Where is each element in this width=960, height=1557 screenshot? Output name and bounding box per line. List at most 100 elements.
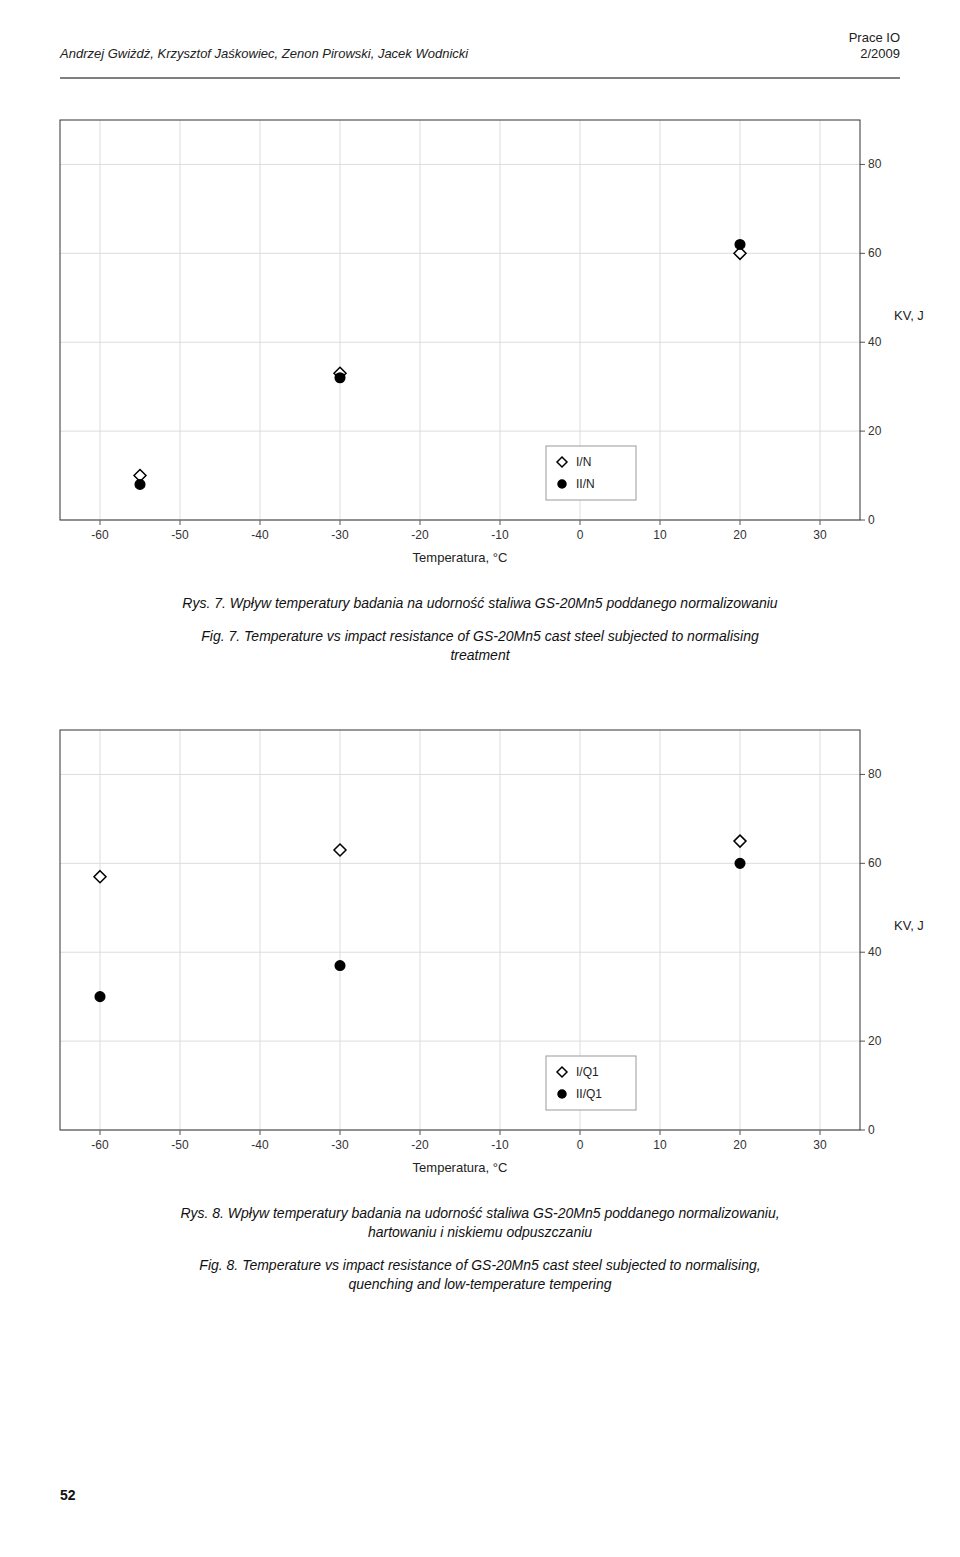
legend-label: II/N	[576, 477, 595, 491]
tick-label: 60	[868, 856, 882, 870]
point	[94, 871, 106, 883]
tick-label: 0	[577, 1138, 584, 1152]
grid-line	[420, 730, 421, 1130]
grid-line	[180, 730, 181, 1130]
tick-mark	[740, 1130, 741, 1135]
point	[735, 859, 745, 869]
tick-mark	[860, 164, 865, 165]
legend-box	[546, 1056, 636, 1110]
tick-mark	[820, 1130, 821, 1135]
legend-marker	[557, 1067, 567, 1077]
tick-mark	[500, 520, 501, 525]
tick-mark	[860, 253, 865, 254]
y-axis-label: KV, J	[894, 918, 924, 933]
page-number: 52	[60, 1487, 76, 1503]
header-right: Prace IO2/2009	[849, 30, 900, 61]
x-axis-label: Temperatura, °C	[413, 1160, 508, 1175]
grid-line	[60, 774, 860, 775]
text-line: Fig. 8. Temperature vs impact resistance…	[199, 1257, 760, 1273]
grid-line	[660, 730, 661, 1130]
grid-line	[260, 120, 261, 520]
header-rule	[60, 78, 900, 79]
tick-mark	[340, 1130, 341, 1135]
grid-line	[340, 120, 341, 520]
tick-mark	[420, 1130, 421, 1135]
grid-line	[180, 120, 181, 520]
grid-line	[60, 431, 860, 432]
legend-marker	[558, 1090, 566, 1098]
tick-mark	[820, 520, 821, 525]
legend-label: I/Q1	[576, 1065, 599, 1079]
tick-label: 30	[813, 1138, 827, 1152]
caption-en: Fig. 7. Temperature vs impact resistance…	[201, 628, 759, 663]
points	[134, 240, 746, 490]
text-line: treatment	[450, 647, 510, 663]
tick-label: -20	[411, 1138, 429, 1152]
tick-label: -40	[251, 528, 269, 542]
tick-mark	[260, 520, 261, 525]
grid-line	[340, 730, 341, 1130]
grid-line	[820, 730, 821, 1130]
grid-line	[60, 1041, 860, 1042]
point	[335, 373, 345, 383]
point	[735, 240, 745, 250]
tick-mark	[100, 1130, 101, 1135]
text-line: Rys. 7. Wpływ temperatury badania na udo…	[182, 595, 778, 611]
grid-line	[740, 120, 741, 520]
tick-label: 80	[868, 767, 882, 781]
tick-mark	[660, 1130, 661, 1135]
point	[95, 992, 105, 1002]
tick-label: 20	[733, 528, 747, 542]
text-line: Prace IO	[849, 30, 900, 45]
tick-label: 60	[868, 246, 882, 260]
tick-label: 20	[733, 1138, 747, 1152]
tick-mark	[860, 431, 865, 432]
tick-mark	[860, 342, 865, 343]
grid-line	[420, 120, 421, 520]
header-left: Andrzej Gwiżdż, Krzysztof Jaśkowiec, Zen…	[59, 46, 469, 61]
text-line: Fig. 7. Temperature vs impact resistance…	[201, 628, 759, 644]
tick-mark	[180, 520, 181, 525]
grid-line	[500, 730, 501, 1130]
caption-en: Fig. 8. Temperature vs impact resistance…	[199, 1257, 760, 1292]
tick-label: 30	[813, 528, 827, 542]
tick-mark	[340, 520, 341, 525]
tick-label: 20	[868, 1034, 882, 1048]
legend-label: II/Q1	[576, 1087, 602, 1101]
plot-area	[60, 730, 860, 1130]
text-line: hartowaniu i niskiemu odpuszczaniu	[368, 1224, 592, 1240]
plot-area	[60, 120, 860, 520]
grid-line	[60, 342, 860, 343]
tick-mark	[100, 520, 101, 525]
grid-line	[500, 120, 501, 520]
tick-mark	[660, 520, 661, 525]
tick-label: 10	[653, 1138, 667, 1152]
tick-mark	[740, 520, 741, 525]
tick-mark	[500, 1130, 501, 1135]
point	[734, 835, 746, 847]
caption-pl: Rys. 8. Wpływ temperatury badania na udo…	[180, 1205, 779, 1240]
legend-box	[546, 446, 636, 500]
page: Andrzej Gwiżdż, Krzysztof Jaśkowiec, Zen…	[0, 0, 960, 1557]
tick-label: -20	[411, 528, 429, 542]
tick-mark	[860, 863, 865, 864]
tick-label: 20	[868, 424, 882, 438]
grid-line	[740, 730, 741, 1130]
tick-label: 0	[868, 513, 875, 527]
tick-mark	[860, 1041, 865, 1042]
text-line: 2/2009	[860, 46, 900, 61]
plot-frame	[60, 730, 860, 1130]
grid-line	[260, 730, 261, 1130]
point	[335, 961, 345, 971]
text-line: quenching and low-temperature tempering	[348, 1276, 611, 1292]
plot-frame	[60, 120, 860, 520]
grid-line	[60, 952, 860, 953]
tick-label: -50	[171, 1138, 189, 1152]
background	[0, 0, 960, 1557]
tick-label: -10	[491, 528, 509, 542]
grid-line	[100, 730, 101, 1130]
chart: -60-50-40-30-20-100102030020406080Temper…	[60, 120, 924, 663]
point	[135, 480, 145, 490]
legend-marker	[558, 480, 566, 488]
tick-label: -60	[91, 528, 109, 542]
